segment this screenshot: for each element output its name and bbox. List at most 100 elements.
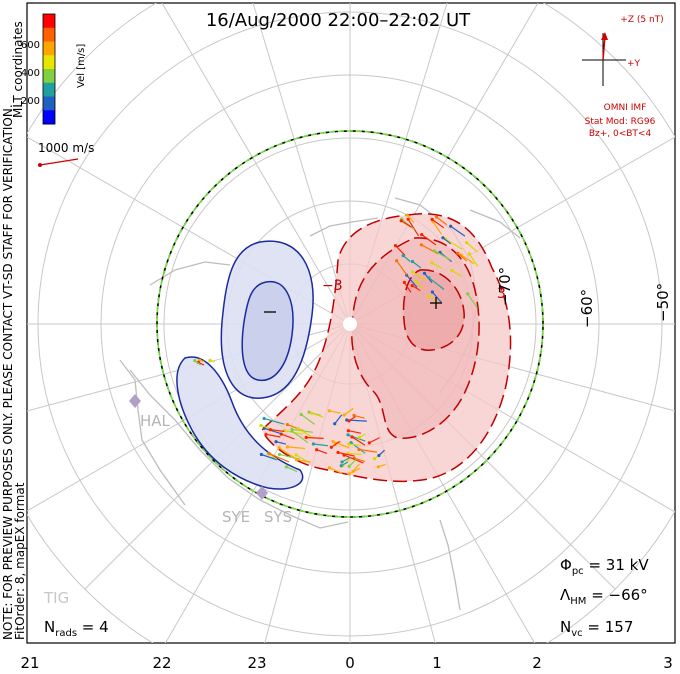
velocity-vector (358, 448, 377, 453)
velocity-vector (343, 407, 354, 416)
colorbar-segment (43, 55, 55, 70)
velocity-vector (467, 293, 478, 309)
velocity-vector (337, 451, 355, 457)
imf-conditions: Bz+, 0<BT<4 (589, 129, 652, 139)
velocity-vector (281, 433, 295, 440)
velocity-vector (401, 218, 415, 231)
velocity-vector (270, 429, 285, 432)
velocity-vector (311, 412, 324, 418)
velocity-vector (265, 433, 281, 438)
stat-phi-pc: Φpc = 31 kV (560, 556, 649, 577)
velocity-vector (400, 220, 412, 228)
velocity-vector (351, 436, 366, 446)
velocity-vector (291, 430, 309, 444)
velocity-vector (378, 463, 386, 468)
velocity-vector (445, 238, 463, 250)
velocity-vector (263, 417, 285, 425)
velocity-vector (334, 414, 343, 425)
station-hal: HAL (129, 394, 171, 430)
stat-lambda-hm: ΛHM = −66° (560, 586, 648, 607)
mlt-label-2: 2 (532, 654, 542, 672)
colorbar-tick-400: 400 (21, 68, 40, 79)
velocity-vector (457, 252, 468, 262)
hm-boundary-green (156, 130, 544, 518)
velocity-vector (348, 416, 356, 422)
velocity-vector (286, 466, 298, 473)
imf-dial: +Z (5 nT) +Y OMNI IMF Stat Mod: RG96 Bz+… (582, 15, 664, 139)
velocity-vector (359, 433, 366, 438)
mlt-label-3: 3 (663, 654, 673, 672)
velocity-colorbar (42, 13, 56, 125)
svg-text:ΛHM = −66°: ΛHM = −66° (560, 586, 648, 607)
svg-text:Nvc = 157: Nvc = 157 (560, 618, 633, 639)
velocity-vector (406, 214, 415, 223)
imf-vector-head (601, 32, 608, 40)
mlt-label-22: 22 (152, 654, 171, 672)
velocity-vector (209, 359, 215, 363)
velocity-vector (352, 463, 360, 472)
colorbar-tick-600: 600 (21, 40, 40, 51)
vector-scale-label: 1000 m/s (38, 141, 94, 155)
velocity-vector (316, 449, 328, 454)
velocity-vector (341, 457, 350, 463)
velocity-vector (411, 285, 421, 292)
velocity-vector (275, 441, 287, 445)
velocity-vector (412, 271, 426, 281)
velocity-vector (347, 434, 366, 442)
velocity-vector (349, 467, 361, 475)
velocity-vector (353, 414, 365, 419)
velocity-vector (348, 457, 358, 467)
velocity-vector (403, 282, 412, 293)
pole-marker (343, 317, 357, 331)
velocity-vector (432, 221, 443, 235)
imf-model: Stat Mod: RG96 (585, 117, 656, 127)
stat-n-rads: Nrads = 4 (44, 618, 109, 639)
velocity-vector (468, 253, 479, 267)
lat-label-50: −50° (654, 283, 672, 322)
velocity-vector (347, 452, 363, 456)
fit-order-note: FitOrder: 8, mapEX format (13, 482, 27, 640)
svg-text:HAL: HAL (140, 412, 171, 430)
colorbar-segment (43, 82, 55, 97)
velocity-vector (300, 414, 316, 425)
velocity-vector (421, 244, 439, 255)
velocity-vector (415, 281, 424, 290)
colorbar-segment (43, 110, 55, 125)
lat-label-partial: −70° (496, 267, 514, 306)
velocity-vector (460, 254, 475, 265)
velocity-vector (198, 361, 205, 366)
velocity-vector (378, 449, 386, 456)
velocity-vector (329, 410, 341, 414)
velocity-vector (421, 234, 437, 246)
preview-note: NOTE: FOR PREVIEW PURPOSES ONLY. PLEASE … (1, 104, 15, 640)
imf-z-label: +Z (5 nT) (620, 15, 663, 25)
velocity-vectors (193, 213, 479, 476)
svg-text:SYS: SYS (264, 508, 292, 526)
velocity-vector (431, 291, 442, 303)
velocity-vector (306, 436, 324, 439)
contour-label-neg: −3 (322, 278, 343, 294)
velocity-vector (261, 453, 278, 461)
station-sye-sys: SYE SYS (222, 486, 292, 526)
stat-n-vc: Nvc = 157 (560, 618, 633, 639)
velocity-vector (264, 427, 282, 435)
velocity-vector (348, 430, 362, 434)
velocity-vector (348, 443, 361, 446)
max-potential-marker (430, 297, 442, 309)
lat-label-60: −60° (578, 289, 596, 328)
station-tig: TIG (43, 589, 69, 607)
imf-source: OMNI IMF (604, 103, 647, 113)
colorbar-segment (43, 14, 55, 29)
velocity-vector (466, 242, 478, 253)
velocity-vector (343, 454, 364, 464)
velocity-vector (407, 218, 420, 237)
colorbar-segment (43, 96, 55, 111)
velocity-vector (340, 461, 349, 467)
colorbar-segment (43, 69, 55, 84)
velocity-vector (396, 260, 408, 276)
mlt-label-0: 0 (345, 654, 355, 672)
velocity-vector (436, 216, 448, 226)
velocity-vector (313, 443, 329, 447)
negative-cell-inner (241, 281, 294, 381)
